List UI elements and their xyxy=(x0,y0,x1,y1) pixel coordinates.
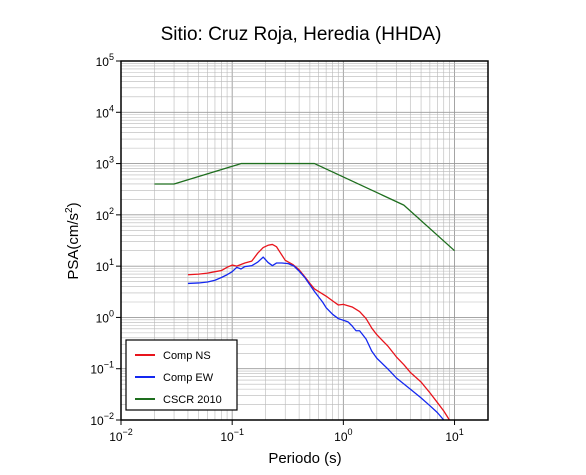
y-axis-label: PSA(cm/s2) xyxy=(64,202,82,279)
y-tick-label: 10−1 xyxy=(90,360,114,377)
chart-title: Sitio: Cruz Roja, Heredia (HHDA) xyxy=(161,24,442,45)
plot-frame xyxy=(120,60,489,421)
x-tick-label: 101 xyxy=(445,427,463,444)
y-axis-label-end: ) xyxy=(65,202,82,207)
series-lines xyxy=(154,162,455,420)
x-axis: 10−2 10−1 100 101 xyxy=(109,420,464,444)
series-line-2 xyxy=(154,162,455,252)
legend-label: Comp NS xyxy=(163,350,211,362)
y-tick-label: 10−2 xyxy=(90,411,114,428)
x-tick-label: 10−2 xyxy=(109,427,133,444)
y-tick-label: 101 xyxy=(96,257,114,274)
legend-label: Comp EW xyxy=(163,372,214,384)
y-tick-label: 102 xyxy=(96,206,114,223)
series-line-1 xyxy=(187,256,445,420)
legend: Comp NS Comp EW CSCR 2010 xyxy=(125,339,238,411)
y-axis-label-base: PSA(cm/s xyxy=(65,213,82,280)
x-tick-label: 100 xyxy=(334,427,352,444)
y-tick-label: 104 xyxy=(96,103,114,120)
x-tick-label: 10−1 xyxy=(220,427,244,444)
legend-label: CSCR 2010 xyxy=(163,394,222,406)
x-axis-label: Periodo (s) xyxy=(268,450,341,467)
y-tick-label: 103 xyxy=(96,155,114,172)
y-axis-label-sup: 2 xyxy=(64,207,75,213)
y-tick-label: 105 xyxy=(96,52,114,69)
y-tick-label: 100 xyxy=(96,308,114,325)
y-axis: 10−2 10−1 100 101 102 103 104 105 xyxy=(90,52,121,428)
series-line-0 xyxy=(187,243,450,420)
